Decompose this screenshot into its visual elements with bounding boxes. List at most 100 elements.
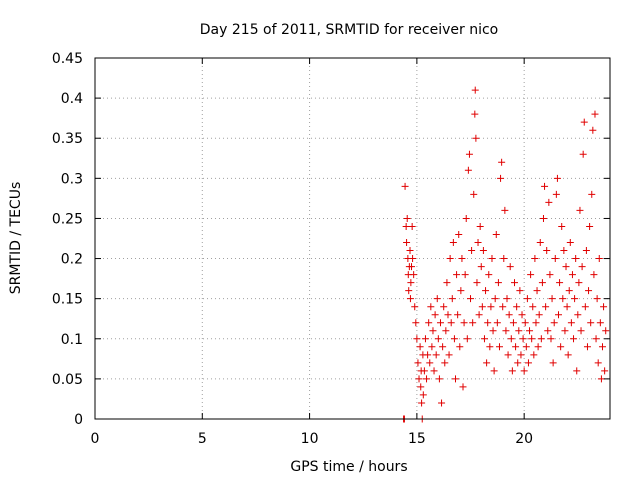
data-point: [458, 255, 466, 263]
data-point: [438, 399, 446, 407]
data-point: [426, 359, 434, 367]
data-point: [532, 319, 540, 327]
data-point: [576, 206, 584, 214]
data-point: [516, 287, 524, 295]
data-point: [485, 271, 493, 279]
data-point: [559, 295, 567, 303]
data-point: [414, 359, 422, 367]
data-point: [443, 279, 451, 287]
data-point: [526, 327, 534, 335]
data-point: [500, 255, 508, 263]
data-point: [555, 311, 562, 319]
data-point: [553, 174, 561, 182]
data-point: [547, 335, 555, 343]
data-point: [476, 222, 484, 230]
data-point: [512, 343, 520, 351]
data-point: [582, 247, 590, 255]
data-point: [593, 295, 601, 303]
data-point: [530, 351, 538, 359]
data-point: [524, 359, 532, 367]
data-point: [427, 303, 435, 311]
data-point: [585, 287, 593, 295]
data-point: [411, 303, 419, 311]
data-point: [490, 367, 498, 375]
data-point: [428, 343, 436, 351]
data-point: [475, 311, 483, 319]
data-point: [471, 86, 479, 94]
data-point: [589, 126, 597, 134]
data-point: [469, 319, 477, 327]
x-tick-label: 15: [408, 431, 426, 447]
axis-ticks: [94, 57, 610, 420]
data-point: [581, 303, 589, 311]
data-point: [423, 375, 431, 383]
data-point: [502, 327, 510, 335]
data-point: [543, 247, 551, 255]
data-point: [446, 255, 454, 263]
data-point: [519, 335, 527, 343]
data-point: [474, 239, 482, 247]
data-point: [464, 166, 472, 174]
data-point: [521, 319, 529, 327]
data-point: [493, 319, 501, 327]
data-point: [465, 150, 473, 158]
data-point: [575, 279, 583, 287]
data-point: [497, 174, 505, 182]
y-axis-label: SRMTID / TECUs: [8, 182, 24, 295]
y-tick-label: 0.2: [61, 252, 83, 268]
data-point: [447, 319, 455, 327]
data-point: [477, 263, 485, 271]
data-point: [579, 150, 587, 158]
data-point: [472, 134, 480, 142]
data-point: [591, 110, 599, 118]
data-point: [501, 206, 509, 214]
data-point: [406, 247, 414, 255]
x-tick-label: 20: [515, 431, 533, 447]
data-point: [577, 327, 585, 335]
data-point: [586, 222, 594, 230]
data-point: [429, 327, 437, 335]
data-point: [588, 190, 596, 198]
data-point: [410, 271, 418, 279]
data-point: [545, 198, 553, 206]
data-point: [534, 343, 542, 351]
data-point: [595, 255, 603, 263]
data-point: [578, 263, 586, 271]
data-point: [535, 311, 543, 319]
data-point: [590, 271, 598, 279]
gridlines: [95, 58, 610, 419]
data-point: [478, 303, 486, 311]
x-tick-label: 5: [198, 431, 207, 447]
x-tick-labels: 0 5 10 15 20: [91, 431, 534, 447]
data-point: [504, 351, 512, 359]
data-point: [455, 230, 463, 238]
data-point: [592, 335, 600, 343]
data-point: [560, 247, 568, 255]
data-point: [418, 399, 426, 407]
data-point: [484, 319, 492, 327]
data-point: [471, 110, 479, 118]
data-point: [602, 327, 610, 335]
data-point: [434, 335, 442, 343]
data-point: [587, 319, 595, 327]
data-point: [515, 327, 523, 335]
data-point: [468, 247, 476, 255]
data-point: [598, 343, 606, 351]
data-point: [408, 222, 416, 230]
data-point: [565, 287, 573, 295]
data-point: [503, 295, 511, 303]
data-point: [580, 118, 588, 126]
chart-title: Day 215 of 2011, SRMTID for receiver nic…: [200, 22, 498, 38]
data-point: [491, 295, 499, 303]
data-point: [527, 271, 535, 279]
data-point: [402, 222, 410, 230]
y-tick-label: 0.25: [52, 211, 83, 227]
data-point: [439, 343, 447, 351]
data-point: [574, 311, 582, 319]
x-axis-label: GPS time / hours: [290, 459, 407, 475]
data-point: [520, 367, 528, 375]
data-point: [561, 327, 569, 335]
data-point: [479, 247, 487, 255]
data-point: [408, 263, 416, 271]
